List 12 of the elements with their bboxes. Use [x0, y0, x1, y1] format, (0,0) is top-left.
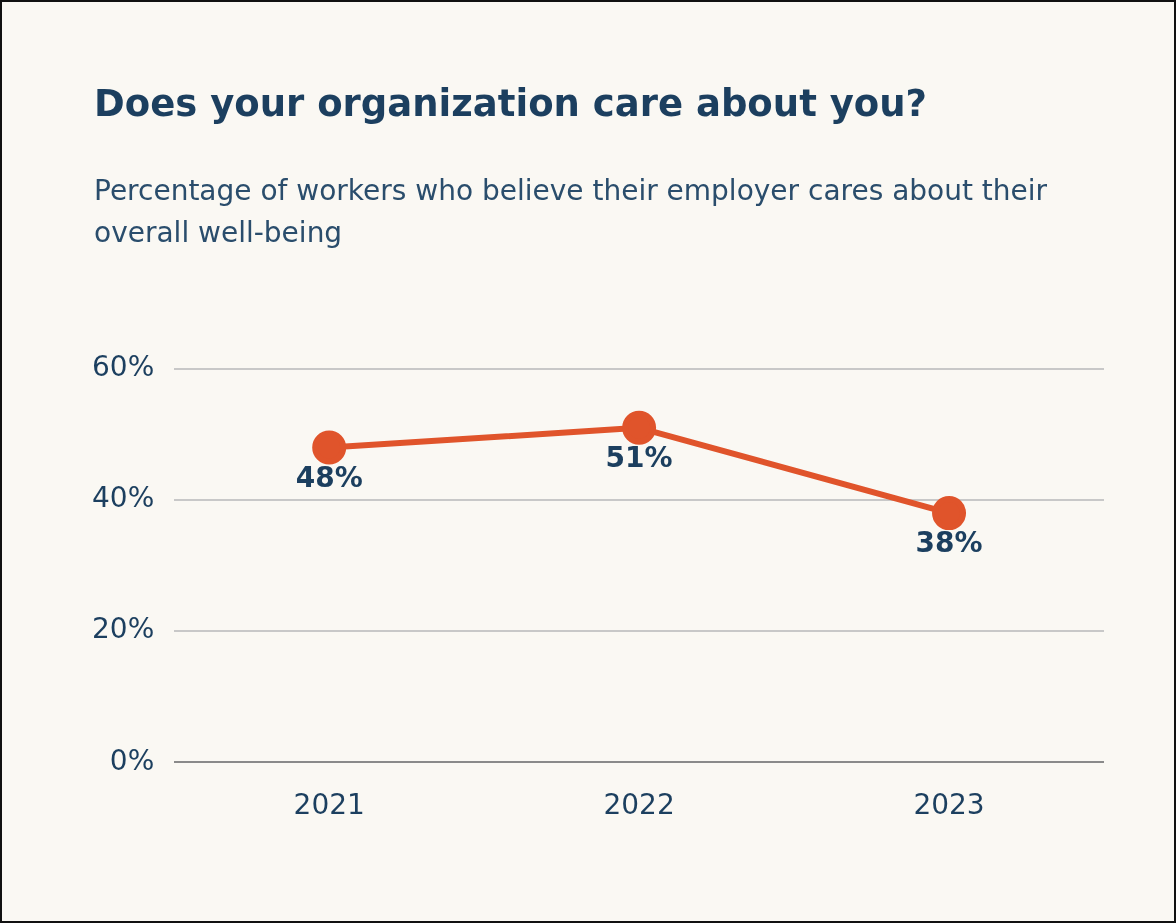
x-tick-label: 2022	[603, 788, 675, 822]
chart-title: Does your organization care about you?	[94, 82, 928, 125]
x-tick-label: 2021	[293, 788, 365, 822]
data-label: 51%	[605, 441, 673, 475]
data-label: 38%	[915, 526, 983, 560]
y-tick-label: 60%	[92, 350, 155, 384]
chart-subtitle: Percentage of workers who believe their employer cares about their overall well-being	[94, 173, 1049, 251]
y-tick-label: 20%	[92, 612, 155, 646]
y-tick-label: 0%	[109, 743, 155, 777]
y-tick-label: 40%	[92, 481, 155, 515]
data-label: 48%	[295, 460, 363, 494]
x-tick-label: 2023	[913, 788, 985, 822]
